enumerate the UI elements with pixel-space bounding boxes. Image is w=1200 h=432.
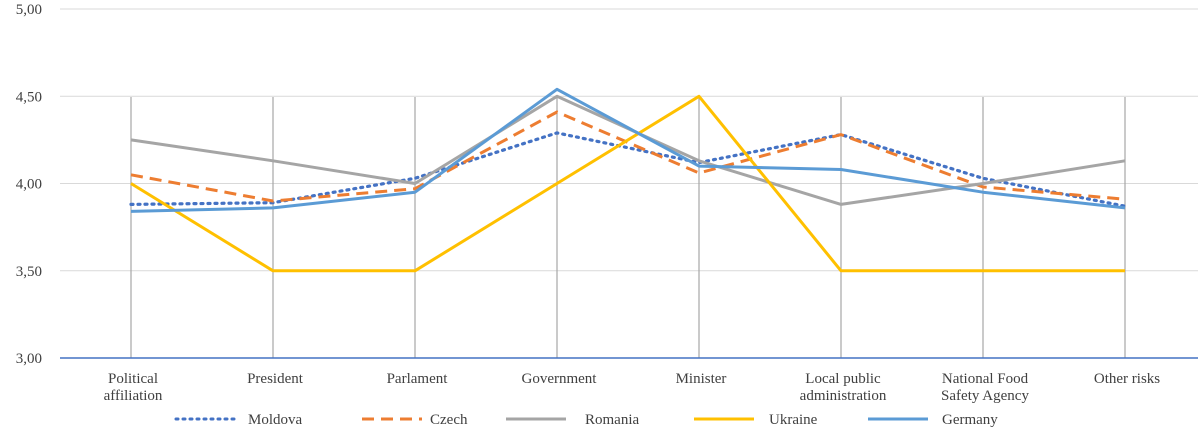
series-line-moldova xyxy=(129,131,1127,208)
legend-label-germany: Germany xyxy=(942,412,998,428)
legend: Moldova Czech Romania Ukraine Germany xyxy=(174,412,998,428)
y-tick-label: 4,50 xyxy=(16,89,42,105)
legend-label-ukraine: Ukraine xyxy=(769,412,818,428)
legend-label-moldova: Moldova xyxy=(248,412,303,428)
grid-layer xyxy=(60,8,1198,358)
legend-label-czech: Czech xyxy=(430,412,468,428)
x-tick-label: National Food Safety Agency xyxy=(941,371,1029,404)
x-tick-label: Political affiliation xyxy=(104,371,163,404)
x-tick-label: Government xyxy=(522,371,598,387)
x-tick-label: Local public administration xyxy=(800,371,887,404)
y-tick-label: 4,00 xyxy=(16,177,42,193)
y-tick-label: 5,00 xyxy=(16,2,42,18)
x-tick-label: President xyxy=(247,371,304,387)
series-line-germany xyxy=(130,87,1126,213)
y-tick-label: 3,00 xyxy=(16,351,42,367)
series-layer xyxy=(129,87,1127,273)
series-line-romania xyxy=(130,94,1126,206)
series-line-czech xyxy=(130,110,1126,203)
x-tick-label: Minister xyxy=(676,371,727,387)
x-tick-label: Parlament xyxy=(387,371,449,387)
axis-layer: 3,00 3,50 4,00 4,50 5,00 Political affiliation… xyxy=(16,2,1198,404)
series-line-ukraine xyxy=(130,94,1125,273)
y-tick-label: 3,50 xyxy=(16,264,42,280)
legend-label-romania: Romania xyxy=(585,412,639,428)
x-tick-label: Other risks xyxy=(1094,371,1160,387)
